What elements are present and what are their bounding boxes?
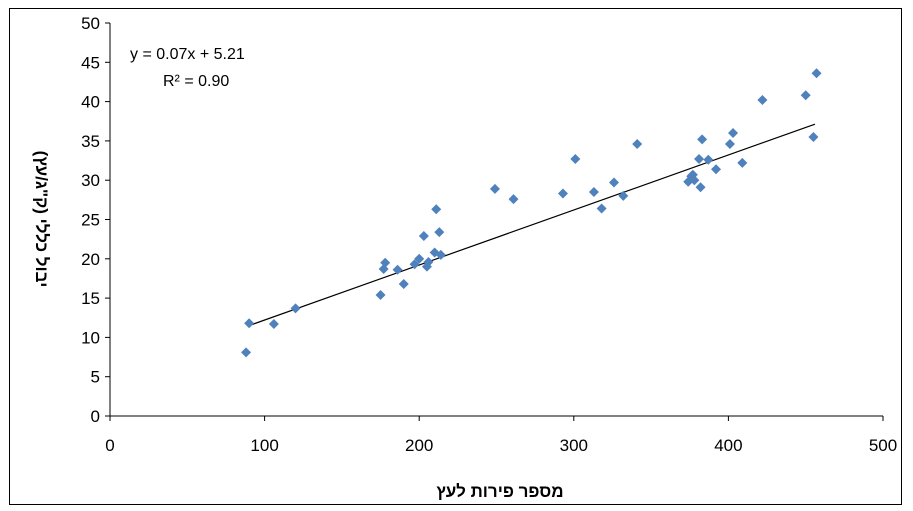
data-point <box>588 186 599 197</box>
trendline <box>248 123 816 327</box>
data-point <box>703 154 714 165</box>
data-point <box>737 157 748 168</box>
data-point <box>435 249 446 260</box>
chart-frame <box>9 8 902 505</box>
data-point <box>290 303 301 314</box>
data-point <box>375 289 386 300</box>
data-point <box>414 253 425 264</box>
data-point <box>697 134 708 145</box>
trendline-equation: y = 0.07x + 5.21 <box>130 46 245 63</box>
data-point <box>689 175 700 186</box>
data-point <box>757 95 768 106</box>
data-point <box>398 278 409 289</box>
data-point <box>632 139 643 150</box>
data-point <box>694 153 705 164</box>
data-point <box>557 188 568 199</box>
y-tick-label: 15 <box>81 289 100 308</box>
data-point <box>489 183 500 194</box>
data-point <box>418 231 429 242</box>
y-tick-label: 25 <box>81 211 100 230</box>
data-point <box>728 128 739 139</box>
data-point <box>618 190 629 201</box>
data-point <box>508 194 519 205</box>
x-tick-label: 300 <box>560 436 588 455</box>
data-point <box>244 318 255 329</box>
y-tick-label: 50 <box>81 14 100 33</box>
data-point <box>380 257 391 268</box>
y-axis: 0 5 10 15 20 25 30 35 40 45 50 <box>81 14 111 426</box>
data-point <box>811 68 822 79</box>
data-point <box>241 347 252 358</box>
data-point <box>608 177 619 188</box>
y-tick-label: 30 <box>81 171 100 190</box>
data-point <box>800 90 811 101</box>
data-point <box>268 319 279 330</box>
data-point <box>596 203 607 214</box>
x-tick-label: 100 <box>250 436 278 455</box>
data-point <box>409 259 420 270</box>
x-axis-title: מספר פירות לעץ <box>436 482 563 501</box>
data-point <box>431 204 442 215</box>
y-tick-label: 5 <box>91 368 100 387</box>
y-tick-label: 45 <box>81 53 100 72</box>
r-squared-label: R² = 0.90 <box>163 73 229 90</box>
y-tick-label: 20 <box>81 250 100 269</box>
x-axis: 0 100 200 300 400 500 <box>105 415 897 455</box>
y-tick-label: 40 <box>81 93 100 112</box>
data-point <box>570 153 581 164</box>
x-tick-label: 400 <box>714 436 742 455</box>
data-point <box>724 139 735 150</box>
x-tick-label: 0 <box>105 436 114 455</box>
data-points <box>241 68 822 358</box>
data-point <box>808 131 819 142</box>
trendline-line <box>248 123 816 327</box>
y-tick-label: 10 <box>81 328 100 347</box>
y-tick-label: 0 <box>91 407 100 426</box>
data-point <box>711 164 722 175</box>
x-tick-label: 500 <box>869 436 897 455</box>
y-tick-label: 35 <box>81 132 100 151</box>
data-point <box>392 264 403 275</box>
y-axis-title: יבול כללי (ק"ג/עץ) <box>32 151 51 288</box>
data-point <box>695 182 706 193</box>
data-point <box>434 227 445 238</box>
x-tick-label: 200 <box>405 436 433 455</box>
data-point <box>423 256 434 267</box>
